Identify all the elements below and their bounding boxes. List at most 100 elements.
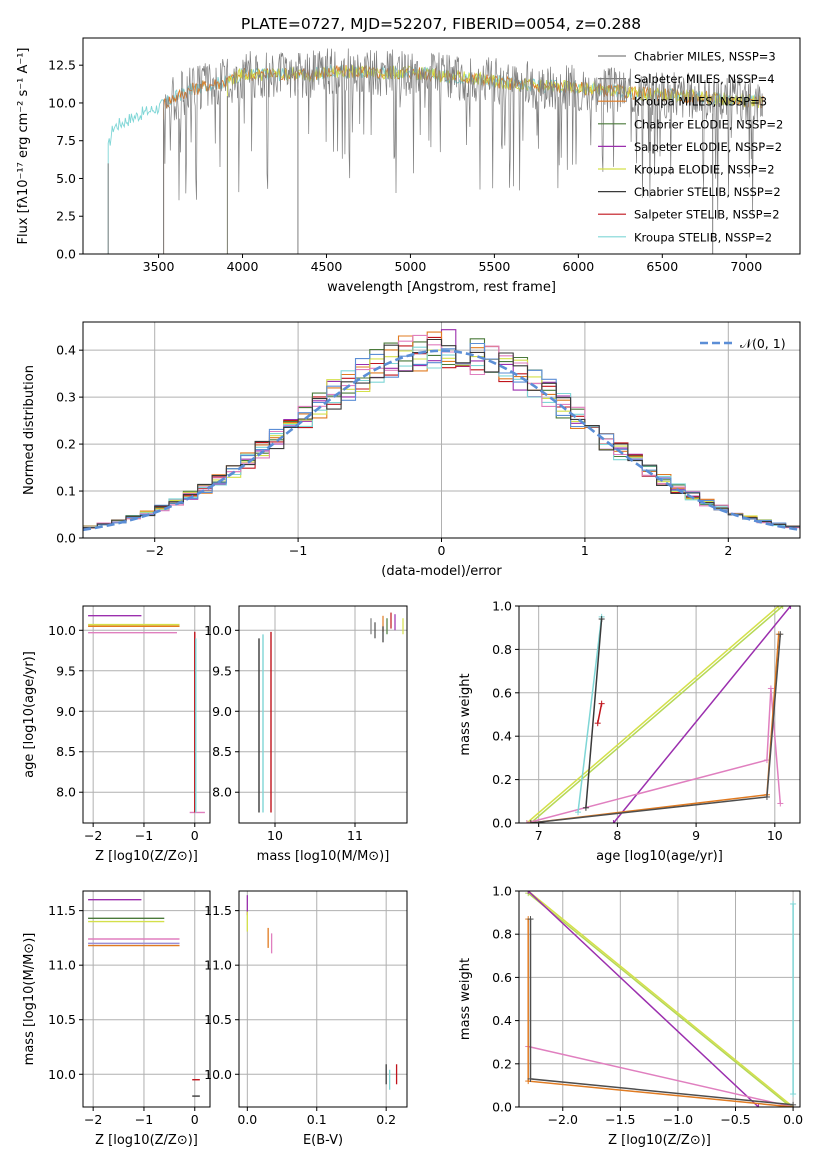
mass-weight-series-line: [526, 688, 782, 823]
mass-weight-series-line: [612, 606, 792, 823]
y-tick-label: 11.0: [204, 958, 232, 973]
y-tick-label: 0.3: [56, 390, 76, 405]
mass-weight-series-line: [577, 616, 603, 813]
y-tick-label: 10.0: [48, 623, 76, 638]
panel-mass-vs-Z: −2 −1 0 10.0 10.5 11.0 11.5 Z [log10(Z/Z⊙)] mass…: [22, 890, 211, 1148]
x-tick-label: 6000: [562, 259, 594, 274]
axes-frame: [238, 605, 408, 824]
mass-weight-series-line: [530, 606, 784, 823]
x-axis-label: age [log10(age/yr)]: [596, 849, 723, 864]
x-tick-label: 0: [191, 828, 199, 843]
mass-weight-series-line: [527, 892, 792, 1107]
y-tick-label: 8.5: [212, 744, 232, 759]
y-tick-label: 11.0: [48, 958, 76, 973]
y-axis-label: age [log10(age/yr)]: [22, 651, 37, 778]
x-tick-label: 8: [613, 828, 621, 843]
axes-frame: [82, 605, 211, 824]
legend-label: Salpeter MILES, NSSP=4: [634, 72, 775, 86]
x-tick-label: −2: [84, 828, 102, 843]
x-axis-label: E(B-V): [303, 1133, 343, 1148]
x-tick-label: 0: [438, 543, 446, 558]
panel-age-vs-Z: −2 −1 0 8.0 8.5 9.0 9.5 10.0 Z [log10(Z/Z⊙)] age …: [22, 605, 211, 864]
x-tick-label: 11: [347, 828, 363, 843]
x-tick-label: −2.0: [548, 1112, 578, 1127]
x-tick-label: 5500: [478, 259, 510, 274]
y-axis-label: Normed distribution: [22, 365, 37, 495]
x-axis-label: (data-model)/error: [381, 564, 502, 579]
x-tick-label: −1: [289, 543, 307, 558]
y-tick-label: 0.6: [492, 970, 512, 985]
y-tick-label: 9.0: [56, 704, 76, 719]
y-tick-label: 8.0: [212, 785, 232, 800]
x-axis-label: mass [log10(M/M⊙)]: [257, 849, 390, 864]
x-axis-label: Z [log10(Z/Z⊙)]: [95, 849, 198, 864]
y-tick-label: 0.0: [56, 531, 76, 546]
panel-age-vs-mass: 10 11 8.0 8.5 9.0 9.5 10.0 mass [log10(M/M⊙)]: [204, 605, 408, 864]
x-tick-label: 7000: [730, 259, 762, 274]
y-tick-label: 0.2: [492, 1056, 512, 1071]
mass-weight-series-line: [530, 634, 782, 823]
y-tick-label: 0.8: [492, 642, 512, 657]
mass-weight-series-line: [527, 891, 794, 1107]
plot-area-age-vs-mass: [258, 612, 404, 813]
y-tick-label: 7.5: [56, 133, 76, 148]
y-tick-label: 8.0: [56, 785, 76, 800]
plot-area-mass-vs-Z: [88, 899, 200, 1097]
plot-area-massweight-vs-age: [523, 606, 794, 823]
y-tick-label: 0.8: [492, 927, 512, 942]
y-tick-label: 2.5: [56, 209, 76, 224]
axes-frame: [82, 890, 211, 1108]
histogram-step: [83, 342, 800, 530]
y-tick-label: 11.5: [204, 903, 232, 918]
panel-mass-vs-ebv: 0.0 0.1 0.2 10.0 10.5 11.0 11.5 E(B-V): [204, 890, 408, 1148]
y-tick-label: 9.5: [212, 663, 232, 678]
x-axis-label: Z [log10(Z/Z⊙)]: [608, 1133, 711, 1148]
y-tick-label: 10.5: [204, 1012, 232, 1027]
x-tick-label: 7: [535, 828, 543, 843]
y-tick-label: 9.0: [212, 704, 232, 719]
x-tick-label: 4500: [311, 259, 343, 274]
legend-label: Chabrier STELIB, NSSP=2: [634, 185, 781, 199]
x-tick-label: 3500: [143, 259, 175, 274]
axes-frame: [518, 605, 801, 824]
x-tick-label: −2: [84, 1112, 102, 1127]
legend-label: Kroupa STELIB, NSSP=2: [634, 230, 772, 244]
x-tick-label: 1: [581, 543, 589, 558]
mass-weight-series-line: [527, 919, 794, 1107]
y-tick-label: 10.0: [48, 95, 76, 110]
x-axis-label: wavelength [Angstrom, rest frame]: [327, 280, 556, 295]
legend-label: Salpeter STELIB, NSSP=2: [634, 208, 780, 222]
mass-weight-series-line: [526, 606, 780, 823]
y-tick-label: 1.0: [492, 599, 512, 614]
y-tick-label: 0.4: [492, 729, 512, 744]
x-tick-label: 0: [191, 1112, 199, 1127]
legend-label: Kroupa ELODIE, NSSP=2: [634, 163, 775, 177]
y-tick-label: 1.0: [492, 884, 512, 899]
y-tick-label: 0.2: [492, 772, 512, 787]
legend-label: Kroupa MILES, NSSP=3: [634, 95, 767, 109]
x-tick-label: 0.1: [307, 1112, 327, 1127]
y-tick-label: 0.6: [492, 685, 512, 700]
plot-area-mass-vs-ebv: [246, 895, 398, 1090]
axes-frame: [238, 890, 408, 1108]
legend-label: Chabrier MILES, NSSP=3: [634, 50, 776, 64]
panel-massweight-vs-age: 7 8 9 10 0.0 0.2 0.4 0.6 0.8 1.0 age [log10(age/yr…: [458, 599, 801, 864]
x-tick-label: 4000: [227, 259, 259, 274]
x-tick-label: −1.0: [663, 1112, 693, 1127]
x-tick-label: 0.2: [376, 1112, 396, 1127]
y-axis-label: mass [log10(M/M⊙)]: [22, 933, 37, 1066]
axes-frame: [82, 37, 801, 255]
panel-spectrum: 3500 4000 4500 5000 5500 6000 6500 7000 0.0 2.5 5.…: [16, 37, 801, 295]
mass-weight-series-line: [596, 703, 603, 724]
figure-title: PLATE=0727, MJD=52207, FIBERID=0054, z=0…: [241, 15, 641, 33]
y-tick-label: 0.0: [492, 1100, 512, 1115]
x-tick-label: −1: [135, 828, 153, 843]
x-tick-label: −1.5: [605, 1112, 635, 1127]
y-tick-label: 5.0: [56, 171, 76, 186]
x-tick-label: 5000: [395, 259, 427, 274]
x-tick-label: 9: [692, 828, 700, 843]
x-tick-label: −1: [135, 1112, 153, 1127]
panel-massweight-vs-Z: −2.0 −1.5 −1.0 −0.5 0.0 0.0 0.2 0.4 0.6 0.8 1.0 Z […: [458, 884, 803, 1149]
y-tick-label: 0.1: [56, 484, 76, 499]
y-tick-label: 12.5: [48, 58, 76, 73]
